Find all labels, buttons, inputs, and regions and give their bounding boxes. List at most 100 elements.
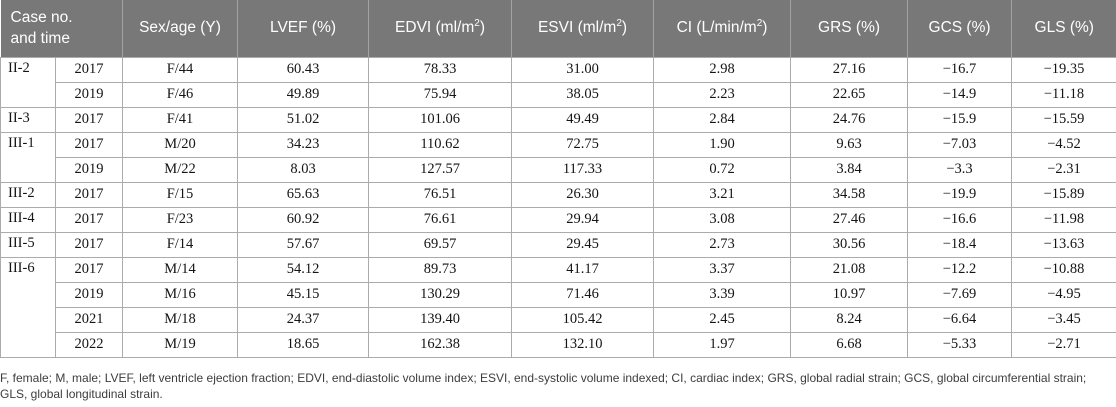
column-header-gls: GLS (%): [1011, 0, 1116, 57]
table-body: II-2 2017 F/44 60.43 78.33 31.00 2.98 27.16 −16.…: [0, 56, 1116, 358]
cell-year: 2017: [54, 206, 124, 233]
cell-edvi: 127.57: [368, 156, 513, 183]
cell-grs: 27.46: [790, 206, 909, 233]
cell-esvi: 71.46: [511, 281, 655, 308]
cell-esvi: 29.94: [511, 206, 655, 233]
cell-year: 2019: [54, 156, 124, 183]
cell-gcs: −3.3: [907, 156, 1013, 183]
header-row: Case no. and time Sex/age (Y) LVEF (%) EDVI …: [0, 0, 1116, 57]
cell-case-no: II-3: [0, 106, 56, 133]
cell-esvi: 105.42: [511, 306, 655, 333]
cell-gls: −15.89: [1011, 181, 1116, 208]
table-row: II-2 2017 F/44 60.43 78.33 31.00 2.98 27.16 −16.…: [0, 56, 1116, 108]
cell-esvi: 132.10: [511, 331, 655, 358]
column-header-grs: GRS (%): [790, 0, 908, 57]
cell-ci: 2.45: [653, 306, 792, 333]
cell-gls: −2.31: [1011, 156, 1116, 183]
cell-lvef: 51.02: [237, 106, 370, 133]
cell-case-no: II-2: [0, 56, 56, 108]
cell-grs: 30.56: [790, 231, 909, 258]
cell-gls: −11.98: [1011, 206, 1116, 233]
cell-sex-age: F/46: [122, 81, 239, 108]
cell-edvi: 78.33: [368, 56, 513, 83]
column-header-gcs: GCS (%): [907, 0, 1012, 57]
cell-ci: 3.08: [653, 206, 792, 233]
cell-gls: −11.18: [1011, 81, 1116, 108]
cell-gcs: −14.9: [907, 81, 1013, 108]
cell-sex-age: M/22: [122, 156, 239, 183]
table-row: 2022 M/19 18.65 162.38 132.10 1.97 6.68 −5.33 −2…: [1, 331, 1116, 358]
cell-esvi: 41.17: [511, 256, 655, 283]
cell-grs: 22.65: [790, 81, 909, 108]
cell-lvef: 54.12: [237, 256, 370, 283]
cell-ci: 0.72: [653, 156, 792, 183]
cell-grs: 6.68: [790, 331, 909, 358]
cell-esvi: 26.30: [511, 181, 655, 208]
cell-edvi: 162.38: [368, 331, 513, 358]
cell-sex-age: F/15: [122, 181, 239, 208]
cell-sex-age: F/44: [122, 56, 239, 83]
cell-lvef: 18.65: [237, 331, 370, 358]
cell-gcs: −16.7: [907, 56, 1013, 83]
cell-sex-age: M/16: [122, 281, 239, 308]
cell-year: 2017: [54, 131, 124, 158]
cell-gls: −15.59: [1011, 106, 1116, 133]
cell-sex-age: F/41: [122, 106, 239, 133]
table-row: III-1 2017 M/20 34.23 110.62 72.75 1.90 9.63 −7.…: [0, 131, 1116, 183]
table-header: Case no. and time Sex/age (Y) LVEF (%) EDVI …: [0, 0, 1116, 57]
column-header-esvi: ESVI (ml/m2): [511, 0, 654, 57]
table-row: 2019 M/22 8.03 127.57 117.33 0.72 3.84 −3.3 −2.3…: [1, 156, 1116, 183]
cell-edvi: 76.61: [368, 206, 513, 233]
table-row: III-4 2017 F/23 60.92 76.61 29.94 3.08 27.46 −16…: [0, 206, 1116, 233]
cell-gls: −2.71: [1011, 331, 1116, 358]
table-row: III-5 2017 F/14 57.67 69.57 29.45 2.73 30.56 −18…: [0, 231, 1116, 258]
cell-grs: 24.76: [790, 106, 909, 133]
table-row: III-2 2017 F/15 65.63 76.51 26.30 3.21 34.58 −19…: [0, 181, 1116, 208]
cell-gls: −4.95: [1011, 281, 1116, 308]
column-header-ci: CI (L/min/m2): [653, 0, 791, 57]
cell-gcs: −6.64: [907, 306, 1013, 333]
cell-edvi: 89.73: [368, 256, 513, 283]
cell-lvef: 49.89: [237, 81, 370, 108]
column-header-sex-age: Sex/age (Y): [122, 0, 238, 57]
cell-grs: 27.16: [790, 56, 909, 83]
cell-gcs: −7.69: [907, 281, 1013, 308]
cell-gcs: −18.4: [907, 231, 1013, 258]
cell-grs: 3.84: [790, 156, 909, 183]
table-footnote: F, female; M, male; LVEF, left ventricle…: [0, 370, 1087, 401]
cell-sex-age: M/19: [122, 331, 239, 358]
cell-grs: 10.97: [790, 281, 909, 308]
cell-sex-age: M/14: [122, 256, 239, 283]
cell-edvi: 69.57: [368, 231, 513, 258]
cell-lvef: 60.43: [237, 56, 370, 83]
cell-ci: 2.73: [653, 231, 792, 258]
cell-gcs: −5.33: [907, 331, 1013, 358]
cell-esvi: 72.75: [511, 131, 655, 158]
cell-edvi: 101.06: [368, 106, 513, 133]
cell-lvef: 57.67: [237, 231, 370, 258]
table-row: II-3 2017 F/41 51.02 101.06 49.49 2.84 24.76 −15…: [0, 106, 1116, 133]
cell-year: 2017: [54, 56, 124, 83]
cell-year: 2019: [54, 81, 124, 108]
cell-gls: −10.88: [1011, 256, 1116, 283]
cell-ci: 2.84: [653, 106, 792, 133]
cell-edvi: 139.40: [368, 306, 513, 333]
cell-grs: 8.24: [790, 306, 909, 333]
cell-ci: 2.23: [653, 81, 792, 108]
cell-esvi: 29.45: [511, 231, 655, 258]
cell-edvi: 110.62: [368, 131, 513, 158]
cell-case-no: III-6: [0, 256, 56, 358]
cell-grs: 9.63: [790, 131, 909, 158]
cell-case-no: III-5: [0, 231, 56, 258]
cell-lvef: 24.37: [237, 306, 370, 333]
cell-esvi: 31.00: [511, 56, 655, 83]
table-row: III-6 2017 M/14 54.12 89.73 41.17 3.37 21.08 −12…: [0, 256, 1116, 358]
cell-esvi: 49.49: [511, 106, 655, 133]
cell-gcs: −7.03: [907, 131, 1013, 158]
patient-measurements-table: Case no. and time Sex/age (Y) LVEF (%) EDVI …: [0, 0, 1116, 358]
cell-edvi: 75.94: [368, 81, 513, 108]
cell-lvef: 8.03: [237, 156, 370, 183]
table-row: 2019 F/46 49.89 75.94 38.05 2.23 22.65 −14.9 −11…: [1, 81, 1116, 108]
table-row: 2019 M/16 45.15 130.29 71.46 3.39 10.97 −7.69 −4…: [1, 281, 1116, 308]
